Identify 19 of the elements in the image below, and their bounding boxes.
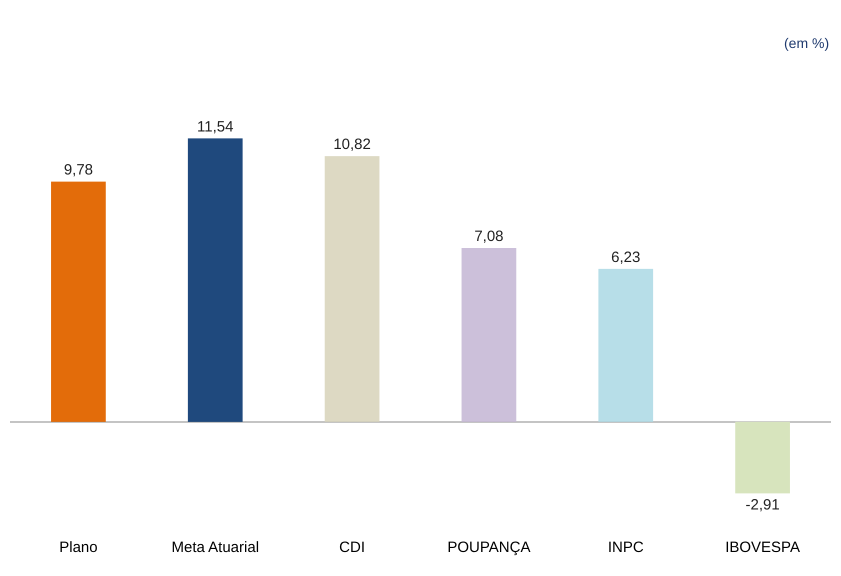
x-tick-label: IBOVESPA (725, 539, 800, 556)
bar (324, 156, 380, 422)
x-tick-label: Plano (59, 539, 98, 556)
bar (462, 248, 516, 422)
bar (735, 422, 790, 494)
x-tick-label: POUPANÇA (447, 539, 530, 556)
data-label: 11,54 (197, 118, 234, 136)
data-label: 6,23 (611, 248, 640, 266)
data-label: 10,82 (333, 136, 371, 154)
bar (188, 138, 243, 422)
x-tick-label: INPC (608, 539, 644, 556)
x-tick-label: CDI (339, 539, 365, 556)
x-tick-label: Meta Atuarial (171, 539, 260, 556)
data-label: -2,91 (745, 496, 780, 514)
data-label: 7,08 (474, 228, 504, 245)
data-label: 9,78 (64, 162, 94, 179)
text: (em %) (784, 35, 830, 51)
bar (598, 268, 654, 422)
bar (51, 182, 106, 422)
